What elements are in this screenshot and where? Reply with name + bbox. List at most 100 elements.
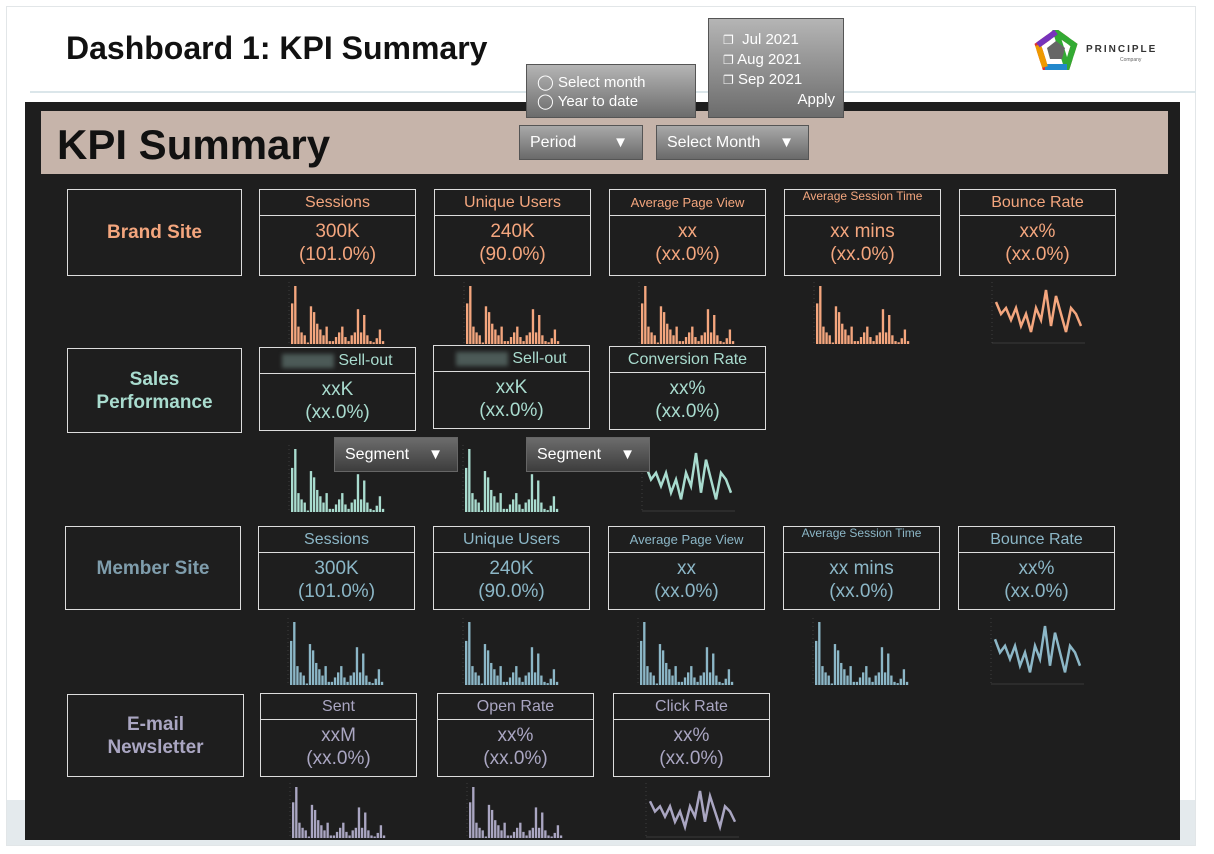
sparkline-bar bbox=[702, 672, 706, 685]
sparkline-bar-chart bbox=[812, 618, 909, 685]
sparkline-bar bbox=[833, 644, 837, 685]
sparkline-bar bbox=[696, 681, 699, 685]
kpi-card-click-rate: Click Rate xx% (xx.0%) bbox=[613, 693, 770, 777]
kpi-value: xx mins bbox=[830, 221, 895, 242]
kpi-card-title: Bounce Rate bbox=[959, 527, 1114, 553]
sparkline-bar bbox=[640, 640, 643, 685]
sparkline-bar bbox=[556, 825, 560, 838]
sparkline-bar bbox=[516, 827, 519, 838]
kpi-value: 240K bbox=[490, 221, 535, 242]
sparkline-bar bbox=[531, 827, 535, 838]
checkbox-jul-2021[interactable]: ❐ Jul 2021 bbox=[723, 30, 829, 50]
sparkline-bar bbox=[690, 666, 693, 685]
sparkline-bar bbox=[550, 338, 553, 344]
sparkline-bar bbox=[334, 337, 338, 344]
sparkline-bar bbox=[555, 681, 559, 685]
sparkline-bar bbox=[343, 677, 346, 685]
segment-dropdown-1[interactable]: Segment ▼ bbox=[334, 437, 458, 472]
period-dropdown[interactable]: Period ▼ bbox=[519, 125, 643, 160]
checkbox-sep-2021[interactable]: ❐ Sep 2021 bbox=[723, 70, 829, 90]
sparkline-bar bbox=[899, 678, 902, 685]
sparkline-bar bbox=[697, 341, 700, 344]
kpi-value-block: xxK (xx.0%) bbox=[260, 374, 415, 424]
kpi-change: (101.0%) bbox=[298, 244, 377, 265]
sparkline-bar bbox=[537, 480, 540, 512]
sparkline-bar bbox=[890, 675, 893, 685]
sparkline-bar bbox=[332, 835, 336, 838]
kpi-title-text: Conversion Rate bbox=[627, 351, 748, 368]
sparkline-bar bbox=[730, 681, 734, 685]
sparkline-bar bbox=[329, 835, 332, 838]
kpi-change: (xx.0%) bbox=[655, 401, 720, 422]
sparkline-bar bbox=[496, 675, 499, 685]
sparkline-bar bbox=[822, 326, 825, 344]
kpi-value: xx% bbox=[497, 725, 534, 746]
sparkline-bar bbox=[312, 477, 316, 512]
kpi-change: (xx.0%) bbox=[306, 748, 371, 769]
kpi-title-text: Sessions bbox=[304, 531, 369, 548]
sparkline-bar bbox=[318, 669, 321, 685]
sparkline-bar-chart bbox=[288, 445, 385, 512]
sparkline-bar bbox=[546, 683, 549, 685]
sparkline-bar bbox=[298, 822, 301, 838]
sparkline-bar bbox=[491, 323, 494, 344]
sparkline-bar bbox=[841, 323, 844, 344]
sparkline-bar bbox=[325, 326, 328, 344]
kpi-change: (xx.0%) bbox=[829, 581, 894, 602]
sparkline-bar bbox=[550, 836, 553, 838]
kpi-card-conversion-rate: Conversion Rate xx% (xx.0%) bbox=[609, 346, 766, 430]
sparkline-bar bbox=[502, 681, 505, 685]
kpi-card-sell-out: Sell-out xxK (xx.0%) bbox=[433, 345, 590, 429]
kpi-change: (xx.0%) bbox=[305, 402, 370, 423]
sparkline-bar bbox=[341, 493, 344, 512]
segment-dropdown-2[interactable]: Segment ▼ bbox=[526, 437, 650, 472]
checkbox-icon: ❐ bbox=[723, 53, 734, 67]
sparkline-bar bbox=[472, 326, 475, 344]
sparkline-bar bbox=[650, 332, 653, 344]
sparkline-bar bbox=[494, 820, 497, 838]
checkbox-aug-2021[interactable]: ❐ Aug 2021 bbox=[723, 50, 829, 70]
kpi-value: xx% bbox=[1019, 221, 1056, 242]
sparkline-bar bbox=[836, 650, 840, 685]
sparkline-bar bbox=[368, 681, 371, 685]
sparkline-bar bbox=[292, 802, 295, 838]
kpi-title-text: Average Page View bbox=[629, 532, 744, 547]
sparkline-bar bbox=[553, 832, 556, 838]
sparkline-bar bbox=[369, 508, 372, 512]
radio-select-month[interactable]: ◯ Select month bbox=[537, 73, 685, 92]
period-dropdown-label: Period bbox=[530, 134, 577, 151]
radio-year-to-date[interactable]: ◯ Year to date bbox=[537, 92, 685, 111]
sparkline-bar bbox=[322, 335, 325, 344]
sparkline-bar bbox=[816, 303, 819, 344]
select-month-dropdown[interactable]: Select Month ▼ bbox=[656, 125, 809, 160]
sparkline-bar bbox=[515, 493, 518, 512]
sparkline-bar bbox=[688, 332, 691, 344]
sparkline-bar bbox=[646, 666, 649, 685]
sparkline-bar bbox=[362, 653, 365, 685]
sparkline-bar bbox=[506, 835, 509, 838]
kpi-title-text: Sessions bbox=[305, 194, 370, 211]
radio-label: Select month bbox=[557, 74, 646, 91]
sparkline-bar bbox=[478, 335, 481, 344]
sparkline-bar bbox=[367, 830, 370, 838]
sparkline-bar bbox=[331, 341, 335, 344]
segment-label: Segment bbox=[537, 446, 602, 463]
kpi-title-text: Bounce Rate bbox=[990, 531, 1083, 548]
sparkline-bar bbox=[338, 332, 341, 344]
sparkline-bar bbox=[715, 675, 718, 685]
sparkline-bar bbox=[877, 672, 881, 685]
sparkline-bar bbox=[478, 827, 481, 838]
sparkline-bar bbox=[508, 504, 512, 512]
sparkline-bar bbox=[369, 341, 372, 344]
apply-button[interactable]: Apply bbox=[797, 91, 835, 108]
sparkline-line-chart bbox=[641, 445, 735, 512]
kpi-card-title: Unique Users bbox=[434, 527, 589, 553]
sparkline-bar bbox=[487, 804, 491, 838]
checkbox-icon: ❐ bbox=[723, 33, 734, 47]
sparkline-bar bbox=[327, 681, 330, 685]
kpi-value-block: xxM (xx.0%) bbox=[261, 720, 416, 770]
sparkline-bar bbox=[353, 499, 357, 512]
sparkline-bar bbox=[331, 508, 335, 512]
sparkline-bar bbox=[306, 342, 310, 344]
kpi-change: (90.0%) bbox=[478, 581, 545, 602]
